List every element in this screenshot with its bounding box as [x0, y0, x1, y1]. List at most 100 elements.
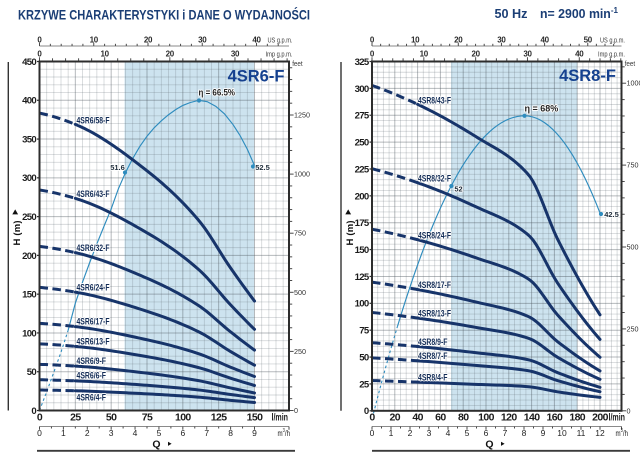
svg-text:5: 5	[157, 428, 162, 438]
svg-text:11: 11	[577, 428, 586, 438]
svg-text:4SR6-F: 4SR6-F	[228, 67, 285, 85]
svg-text:40: 40	[252, 35, 261, 44]
svg-text:60: 60	[435, 411, 446, 423]
svg-text:75: 75	[142, 411, 153, 423]
svg-text:4: 4	[446, 428, 451, 438]
svg-text:40: 40	[412, 411, 423, 423]
svg-text:50: 50	[106, 411, 117, 423]
svg-text:3: 3	[109, 428, 114, 438]
svg-text:1: 1	[389, 428, 394, 438]
svg-text:20: 20	[390, 411, 401, 423]
svg-text:0: 0	[37, 411, 43, 423]
svg-text:40: 40	[575, 50, 584, 59]
svg-text:4SR8/7-F: 4SR8/7-F	[418, 351, 448, 361]
svg-text:750: 750	[627, 161, 639, 170]
svg-text:140: 140	[524, 411, 540, 423]
svg-text:10: 10	[90, 35, 99, 44]
svg-text:8: 8	[228, 428, 233, 438]
svg-text:η = 68%: η = 68%	[525, 104, 559, 114]
svg-text:4SR6/17-F: 4SR6/17-F	[77, 317, 110, 327]
svg-text:9: 9	[541, 428, 546, 438]
svg-text:1: 1	[61, 428, 66, 438]
svg-text:10: 10	[420, 50, 429, 59]
svg-text:500: 500	[294, 288, 306, 297]
svg-text:225: 225	[355, 164, 370, 175]
svg-text:30: 30	[231, 50, 240, 59]
svg-text:0: 0	[369, 411, 375, 423]
svg-text:1250: 1250	[294, 111, 310, 120]
svg-text:150: 150	[247, 411, 263, 423]
svg-text:4SR6/4-F: 4SR6/4-F	[77, 392, 107, 402]
svg-text:l/min: l/min	[609, 411, 626, 423]
svg-text:30: 30	[523, 50, 532, 59]
svg-text:52: 52	[454, 185, 462, 194]
svg-text:4SR8/32-F: 4SR8/32-F	[418, 174, 451, 184]
svg-text:n= 2900 min-1: n= 2900 min-1	[540, 5, 618, 21]
svg-text:52.5: 52.5	[255, 163, 270, 172]
svg-text:l/min: l/min	[272, 411, 289, 423]
svg-text:50 Hz: 50 Hz	[495, 6, 528, 21]
svg-text:175: 175	[355, 218, 370, 229]
svg-text:200: 200	[22, 251, 36, 262]
svg-text:100: 100	[478, 411, 494, 423]
svg-text:51.6: 51.6	[110, 163, 125, 172]
svg-text:KRZYWE CHARAKTERYSTYKI i DANE: KRZYWE CHARAKTERYSTYKI i DANE O WYDAJNOŚ…	[18, 6, 310, 23]
svg-text:0: 0	[294, 406, 298, 415]
svg-text:4: 4	[133, 428, 138, 438]
svg-text:US g.p.m.: US g.p.m.	[600, 35, 625, 44]
svg-text:4SR6/6-F: 4SR6/6-F	[77, 371, 107, 381]
svg-text:40: 40	[540, 35, 549, 44]
svg-text:100: 100	[175, 411, 191, 423]
svg-text:4SR6/24-F: 4SR6/24-F	[77, 282, 110, 292]
svg-text:120: 120	[501, 411, 517, 423]
svg-text:1000: 1000	[294, 170, 310, 179]
svg-text:4SR8/24-F: 4SR8/24-F	[418, 231, 451, 241]
svg-text:1000: 1000	[627, 79, 640, 88]
svg-text:feet: feet	[292, 59, 303, 68]
svg-text:750: 750	[294, 229, 306, 238]
svg-text:4SR8-F: 4SR8-F	[559, 67, 616, 85]
svg-text:20: 20	[454, 35, 463, 44]
svg-text:350: 350	[22, 134, 36, 145]
svg-text:8: 8	[522, 428, 527, 438]
svg-text:Imp g.p.m.: Imp g.p.m.	[266, 50, 293, 59]
svg-text:0: 0	[37, 428, 42, 438]
svg-text:4SR8/17-F: 4SR8/17-F	[418, 280, 451, 290]
svg-text:500: 500	[627, 243, 639, 252]
svg-text:450: 450	[22, 57, 36, 68]
svg-text:20: 20	[471, 50, 480, 59]
svg-text:H (m): H (m)	[12, 220, 23, 245]
svg-text:0: 0	[364, 406, 369, 417]
svg-text:25: 25	[359, 379, 370, 390]
svg-text:7: 7	[503, 428, 508, 438]
svg-text:160: 160	[547, 411, 563, 423]
svg-text:Q: Q	[485, 438, 493, 450]
svg-text:50: 50	[584, 35, 593, 44]
svg-text:US g.p.m.: US g.p.m.	[268, 35, 293, 44]
svg-text:4SR8/13-F: 4SR8/13-F	[418, 309, 451, 319]
svg-text:20: 20	[166, 50, 175, 59]
svg-text:150: 150	[355, 245, 369, 256]
svg-text:300: 300	[355, 84, 369, 95]
svg-text:250: 250	[355, 138, 369, 149]
svg-text:2: 2	[408, 428, 413, 438]
svg-text:10: 10	[411, 35, 420, 44]
svg-text:7: 7	[204, 428, 209, 438]
svg-text:3: 3	[427, 428, 432, 438]
svg-text:η = 66.5%: η = 66.5%	[199, 87, 236, 97]
svg-text:0: 0	[627, 406, 631, 415]
svg-text:300: 300	[22, 173, 36, 184]
svg-text:4SR8/43-F: 4SR8/43-F	[418, 96, 451, 106]
svg-text:4SR6/32-F: 4SR6/32-F	[77, 243, 110, 253]
svg-text:Imp g.p.m.: Imp g.p.m.	[598, 50, 625, 59]
svg-text:50: 50	[27, 367, 37, 378]
svg-text:9: 9	[252, 428, 257, 438]
svg-text:80: 80	[458, 411, 469, 423]
svg-text:250: 250	[627, 324, 639, 333]
svg-text:5: 5	[465, 428, 470, 438]
svg-text:feet: feet	[625, 59, 636, 68]
svg-text:75: 75	[359, 326, 370, 337]
svg-text:4SR6/43-F: 4SR6/43-F	[77, 189, 110, 199]
svg-text:125: 125	[211, 411, 227, 423]
svg-text:30: 30	[198, 35, 207, 44]
